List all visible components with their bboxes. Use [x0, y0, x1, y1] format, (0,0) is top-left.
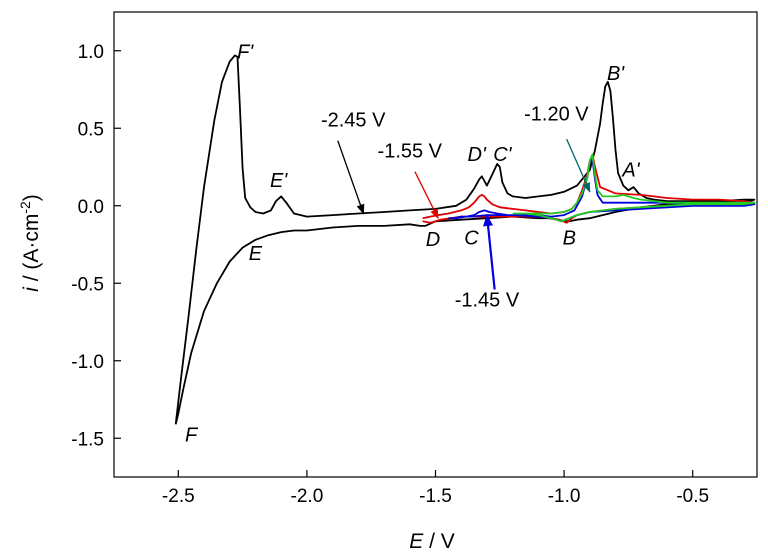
peak-label-9: C: [464, 228, 479, 250]
peak-label-6: F: [185, 424, 199, 446]
y-tick-label-4: -1.0: [71, 352, 104, 373]
peak-label-10: B: [563, 228, 576, 250]
peak-label-7: E: [249, 243, 263, 265]
annotation-arrow-0: [337, 140, 365, 215]
y-tick-label-5: -1.5: [71, 429, 104, 450]
peak-label-5: A': [621, 159, 640, 181]
y-tick-label-3: -0.5: [71, 274, 104, 295]
peak-label-1: E': [270, 170, 288, 192]
annotation-arrow-1: [414, 171, 439, 220]
x-tick-label-0: -2.5: [162, 486, 195, 507]
peak-label-4: B': [607, 63, 625, 85]
annotation-label-3: -1.45 V: [455, 290, 520, 312]
peak-label-8: D: [426, 229, 440, 251]
peak-label-0: F': [237, 42, 254, 64]
annotation-layer: -2.45 V -1.55 V -1.20 V -1.45 V F' E' D' C' B' A'…: [185, 42, 641, 447]
series-line-0: [174, 54, 756, 425]
annotation-arrow-3: [483, 214, 496, 290]
x-tick-label-4: -0.5: [676, 486, 709, 507]
series-line-3: [512, 153, 756, 223]
series-layer: [174, 54, 756, 425]
axis-layer: -2.5 -2.0 -1.5 -1.0 -0.5 1.0 0.5 0.0 -0.5 -1.0 -1.…: [71, 11, 758, 507]
y-tick-label-1: 0.5: [78, 119, 104, 140]
annotation-label-0: -2.45 V: [321, 110, 386, 132]
x-tick-label-1: -2.0: [291, 486, 324, 507]
y-tick-label-0: 1.0: [78, 42, 104, 63]
y-axis-title: i / (A·cm-2): [17, 194, 43, 292]
annotation-label-1: -1.55 V: [378, 141, 443, 163]
peak-label-2: D': [468, 144, 487, 166]
annotation-arrow-2: [566, 138, 591, 193]
y-tick-label-2: 0.0: [78, 197, 104, 218]
x-axis-title: E / V: [409, 530, 455, 553]
label-layer: E / V i / (A·cm-2): [17, 194, 455, 553]
peak-label-3: C': [493, 144, 512, 166]
x-tick-label-2: -1.5: [419, 486, 452, 507]
x-tick-label-3: -1.0: [548, 486, 581, 507]
annotation-label-2: -1.20 V: [524, 104, 589, 126]
